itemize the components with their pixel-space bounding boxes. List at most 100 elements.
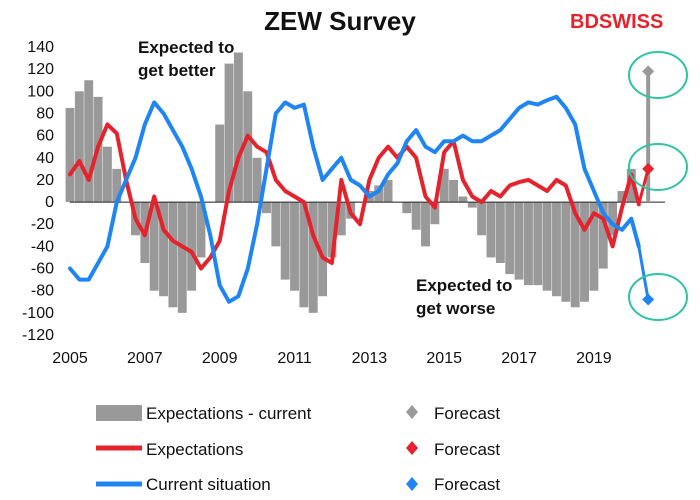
highlight-circle-middle [628,143,688,191]
expectations-current-bar [561,202,571,302]
expectations-current-bar [196,202,206,258]
expectations-current-bar [177,202,187,313]
x-tick-label: 2017 [501,350,537,367]
expectations-current-bar [523,202,533,286]
current-situation-line [68,94,641,304]
y-tick-label: 40 [36,150,54,167]
expectations-current-bar [308,202,318,313]
expectations-current-bar [262,202,271,214]
expectations-current-bar [252,157,262,203]
highlight-circle-bottom [628,273,688,321]
forecast-marker-expectations [642,162,655,175]
expectations-current-bar [290,202,299,291]
expectations-current-bar [318,202,328,297]
expectations-current-bar [608,202,618,236]
forecast-markers [637,65,655,306]
expectations-current-bar [458,196,468,203]
expectations-current-bar [439,168,449,203]
annotation-better-line1: Expected to [138,38,234,57]
expectations-current-bar [430,202,440,225]
expectations-current-bar [552,202,561,297]
y-tick-label: 140 [27,39,54,56]
y-tick-label: -40 [31,238,54,255]
x-tick-label: 2015 [426,350,462,367]
expectations-current-bar [505,202,515,275]
svg-text:BDSWISS: BDSWISS [570,11,663,33]
forecast-marker-current-situation [642,293,655,306]
expectations-current-bar [233,52,243,203]
legend-label-forecast-red: Forecast [434,440,500,459]
expectations-current-bars [65,52,636,313]
expectations-current-bar [65,107,75,203]
legend-label-expectations-current: Expectations - current [146,404,312,423]
expectations-current-bar [477,202,487,236]
annotation-expected-better: Expected to get better [138,38,234,80]
expectations-current-bar [617,191,627,203]
x-tick-label: 2019 [576,350,612,367]
logo-swiss-text: SWISS [599,11,663,33]
legend-swatch-forecast-gray [406,405,418,419]
y-tick-label: -20 [31,216,54,233]
bdswiss-logo: BDSWISS [570,11,663,33]
expectations-current-bar [486,202,496,258]
expectations-current-bar [84,80,94,203]
y-tick-label: 0 [45,194,54,211]
expectations-current-bar [402,202,412,214]
y-tick-label: -120 [22,327,54,344]
legend-label-current-situation: Current situation [146,475,271,494]
expectations-current-bar [411,202,421,230]
x-tick-label: 2011 [277,350,312,367]
expectations-current-bar [589,202,599,291]
x-tick-label: 2005 [52,350,88,367]
expectations-current-bar [495,202,505,263]
y-tick-label: 20 [36,172,54,189]
annotation-worse-line1: Expected to [416,276,512,295]
x-tick-label: 2009 [202,350,238,367]
forecast-marker-expectations-current [642,65,655,78]
expectations-current-bar [421,202,430,247]
forecast-bar-expectations-current [646,71,651,203]
expectations-current-bar [74,91,84,203]
expectations-current-bar [533,202,543,286]
forecast-highlight-circles [628,51,688,321]
y-tick-label: 120 [27,61,54,78]
legend-label-expectations: Expectations [146,440,243,459]
expectations-current-bar [243,91,253,203]
expectations-current-bar [215,124,225,203]
annotation-better-line2: get better [138,61,216,80]
y-tick-label: 80 [36,105,54,122]
chart-legend: Expectations - current Forecast Expectat… [96,404,500,494]
expectations-current-bar [383,179,393,203]
y-tick-label: -80 [31,283,54,300]
expectations-current-bar [374,185,384,203]
series-lines [68,94,641,304]
expectations-current-bar [168,202,178,308]
y-tick-label: 60 [36,128,54,145]
forecast-connector-current-situation [637,246,650,300]
expectations-current-bar [299,202,309,308]
expectations-current-bar [570,202,580,308]
expectations-current-bar [271,202,281,247]
annotation-expected-worse: Expected to get worse [416,276,512,318]
expectations-current-bar [112,168,122,203]
chart-title: ZEW Survey [264,6,416,36]
expectations-current-bar [336,202,346,236]
y-tick-label: -100 [22,305,54,322]
expectations-current-bar [102,146,112,203]
y-tick-label: -60 [31,261,54,278]
expectations-current-bar [280,202,290,280]
y-tick-label: 100 [27,83,54,100]
expectations-current-bar [467,202,477,208]
expectations-current-bar [149,202,159,291]
expectations-current-bar [580,202,589,302]
expectations-current-bar [626,168,636,203]
x-tick-label: 2013 [352,350,388,367]
x-axis-tick-labels: 2005 2007 2009 2011 2013 2015 2017 2019 [52,350,612,367]
expectations-current-bar [542,202,552,291]
expectations-current-bar [327,202,337,258]
highlight-circle-top [628,51,688,99]
expectations-current-bar [598,202,608,269]
legend-label-forecast-gray: Forecast [434,404,500,423]
annotation-worse-line2: get worse [416,299,495,318]
